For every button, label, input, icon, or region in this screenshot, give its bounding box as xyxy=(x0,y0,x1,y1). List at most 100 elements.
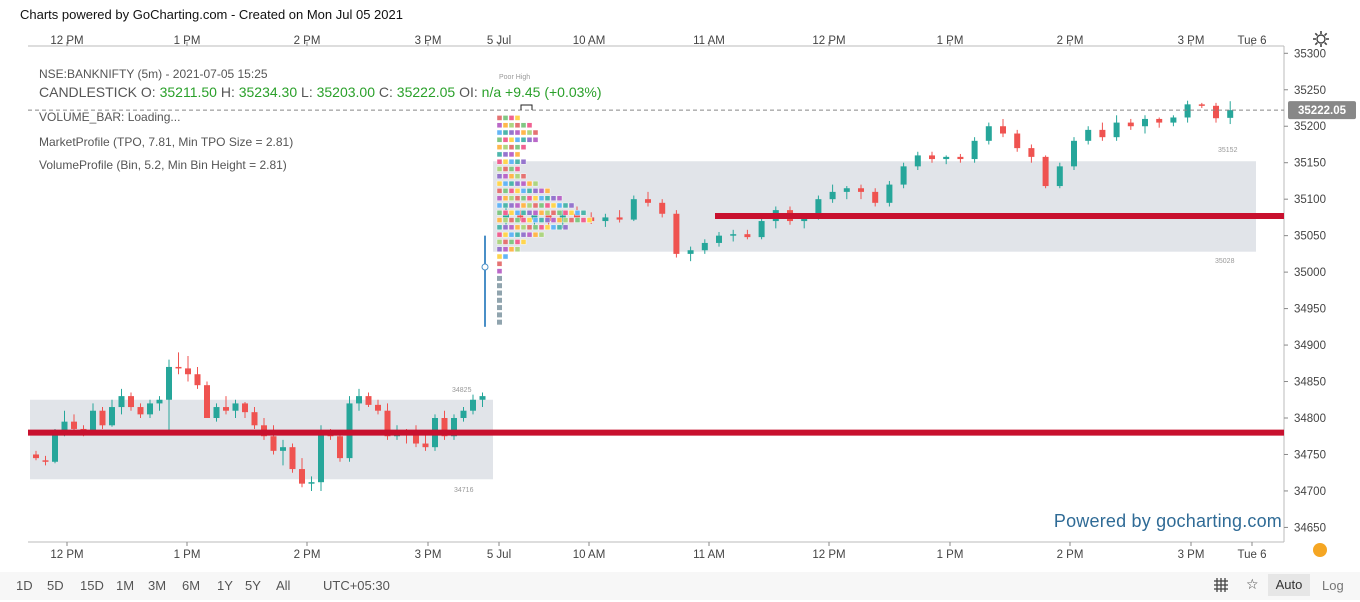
auto-scale-button[interactable]: Auto xyxy=(1268,574,1310,596)
tpo-block xyxy=(538,224,545,231)
candle-body xyxy=(1170,117,1177,123)
settings-gear-icon[interactable] xyxy=(1312,30,1330,48)
x-tick-label-bottom: 5 Jul xyxy=(487,549,511,561)
tpo-block xyxy=(544,210,551,216)
candle-body xyxy=(1071,140,1077,167)
tpo-block xyxy=(526,180,533,187)
log-scale-button[interactable]: Log xyxy=(1322,578,1344,593)
x-tick-label-bottom: 2 PM xyxy=(294,549,321,561)
legend-market-profile[interactable]: MarketProfile (TPO, 7.81, Min TPO Size =… xyxy=(39,135,294,149)
tpo-block xyxy=(502,217,509,223)
candle-body xyxy=(1184,104,1191,118)
timeframe-5y-button[interactable]: 5Y xyxy=(245,578,261,593)
timeframe-1y-button[interactable]: 1Y xyxy=(217,578,233,593)
tpo-block xyxy=(526,188,533,194)
tpo-block xyxy=(502,180,509,187)
candle-body xyxy=(1213,105,1219,119)
tpo-block xyxy=(508,246,515,252)
tpo-block xyxy=(514,202,521,209)
star-icon[interactable]: ☆ xyxy=(1246,576,1259,592)
legend-volume-bar[interactable]: VOLUME_BAR: Loading... xyxy=(39,110,181,124)
tpo-block xyxy=(538,231,545,238)
candle-body xyxy=(185,368,191,375)
tpo-block xyxy=(514,224,521,231)
timeframe-5d-button[interactable]: 5D xyxy=(47,578,64,593)
poor-high-label: Poor High xyxy=(499,74,530,81)
candle-body xyxy=(503,213,509,218)
tpo-block xyxy=(526,137,533,143)
tpo-block xyxy=(568,202,575,209)
tpo-block xyxy=(556,210,563,216)
candle-body xyxy=(128,396,134,408)
tpo-block xyxy=(556,195,563,201)
candle-body xyxy=(843,188,850,192)
candle-body xyxy=(574,213,580,218)
tpo-block xyxy=(502,173,509,179)
tpo-block xyxy=(496,137,503,143)
x-tick-label-top: 11 AM xyxy=(693,35,725,47)
candle-body xyxy=(645,199,651,203)
timeframe-3m-button[interactable]: 3M xyxy=(148,578,167,593)
tpo-block xyxy=(508,122,515,128)
tpo-block xyxy=(550,224,557,231)
tpo-block xyxy=(502,231,509,238)
tpo-block xyxy=(502,210,509,216)
tpo-block xyxy=(520,195,527,201)
status-dot-icon[interactable] xyxy=(1313,543,1327,557)
tpo-block xyxy=(526,217,533,223)
y-tick-label: 35200 xyxy=(1294,121,1326,133)
legend-volume-profile[interactable]: VolumeProfile (Bin, 5.2, Min Bin Height … xyxy=(39,158,287,172)
timeframe-all-button[interactable]: All xyxy=(276,578,291,593)
tpo-block xyxy=(532,195,539,201)
candle-body xyxy=(242,403,248,413)
tpo-block xyxy=(497,275,502,281)
tpo-block xyxy=(544,202,551,209)
tpo-block xyxy=(508,202,515,209)
grid-icon[interactable] xyxy=(1212,576,1230,594)
candle-body xyxy=(701,242,708,251)
last-price-tag xyxy=(1288,101,1356,120)
timeframe-6m-button[interactable]: 6M xyxy=(182,578,201,593)
value-area-box xyxy=(30,399,493,480)
tpo-block xyxy=(568,217,575,223)
legend-low: 35203.00 xyxy=(316,84,376,100)
tpo-block xyxy=(497,297,502,303)
tpo-block xyxy=(502,115,509,121)
x-tick-label-bottom: 3 PM xyxy=(1178,549,1205,561)
candle-body xyxy=(479,396,486,400)
tpo-block xyxy=(514,173,521,179)
candle-body xyxy=(109,407,115,426)
candle-body xyxy=(42,460,49,462)
timeframe-1d-button[interactable]: 1D xyxy=(16,578,33,593)
candle-body xyxy=(659,202,666,214)
va-high-label: 35152 xyxy=(1218,147,1238,154)
tpo-block xyxy=(520,122,527,128)
candle-body xyxy=(99,410,106,426)
tpo-block xyxy=(508,224,515,231)
timeframe-1m-button[interactable]: 1M xyxy=(116,578,135,593)
tpo-block xyxy=(556,202,563,209)
timeframe-15d-button[interactable]: 15D xyxy=(80,578,104,593)
open-marker xyxy=(481,263,489,271)
y-tick-label: 35150 xyxy=(1294,158,1326,170)
price-chart[interactable]: 12 PM 12 PM 1 PM 1 PM 2 PM 2 PM 3 PM 3 PM 5 Jul 5… xyxy=(0,0,1360,572)
tpo-block xyxy=(526,122,533,128)
tpo-block xyxy=(520,180,527,187)
tpo-block xyxy=(502,246,509,252)
y-tick-label: 34950 xyxy=(1294,304,1326,316)
tpo-block xyxy=(496,261,503,267)
timezone-selector[interactable]: UTC+05:30 xyxy=(323,578,390,593)
candle-body xyxy=(1113,122,1120,138)
y-tick-label: 34900 xyxy=(1294,340,1326,352)
candle-body xyxy=(71,421,77,429)
tpo-block xyxy=(562,224,569,231)
candle-body xyxy=(422,443,429,448)
tpo-block xyxy=(496,224,503,231)
tpo-block xyxy=(520,202,527,209)
tpo-block xyxy=(532,180,539,187)
legend-o-label: O: xyxy=(140,84,156,100)
x-tick-label-top: 2 PM xyxy=(1057,35,1084,47)
tpo-block xyxy=(497,290,502,296)
candle-body xyxy=(858,188,864,192)
tpo-block xyxy=(514,210,521,216)
